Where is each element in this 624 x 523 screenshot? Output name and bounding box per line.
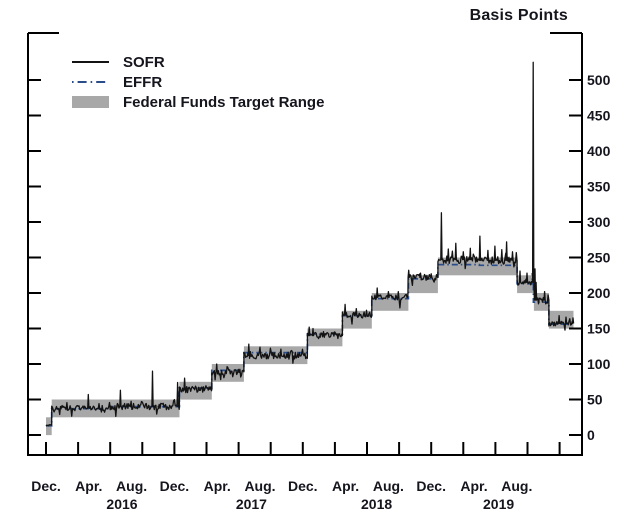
x-month-label: Aug. (501, 478, 532, 494)
x-month-label: Dec. (288, 478, 318, 494)
sofr-swatch-wrap (72, 61, 110, 63)
legend-row-sofr: SOFR (72, 52, 324, 72)
legend-label-sofr: SOFR (123, 53, 165, 71)
sofr-line-swatch (72, 61, 109, 63)
y-axis-unit-title: Basis Points (469, 7, 568, 24)
x-month-label: Apr. (332, 478, 359, 494)
x-year-label: 2017 (236, 496, 267, 512)
x-month-label: Aug. (373, 478, 404, 494)
target-range-swatch (72, 96, 109, 108)
x-month-label: Apr. (460, 478, 487, 494)
target-range-band (517, 275, 534, 294)
x-month-label: Dec. (160, 478, 190, 494)
legend: SOFR EFFR Federal Funds Target Range (72, 52, 324, 112)
target-range-band (437, 257, 518, 276)
y-tick-label: 500 (587, 72, 611, 88)
axis-frame (27, 33, 583, 456)
sofr-line (45, 61, 575, 427)
x-year-label: 2016 (106, 496, 137, 512)
x-month-label: Dec. (416, 478, 446, 494)
x-month-label: Dec. (31, 478, 61, 494)
target-range-band (179, 381, 212, 400)
y-tick-label: 150 (587, 321, 611, 337)
legend-row-effr: EFFR (72, 72, 324, 92)
legend-label-effr: EFFR (123, 73, 163, 91)
effr-dashdot-swatch (72, 81, 109, 83)
x-month-label: Aug. (116, 478, 147, 494)
y-tick-label: 100 (587, 356, 611, 372)
x-month-label: Apr. (204, 478, 231, 494)
y-tick-label: 0 (587, 427, 595, 443)
y-tick-label: 300 (587, 214, 611, 230)
y-tick-label: 450 (587, 108, 611, 124)
y-tick-label: 50 (587, 392, 603, 408)
x-year-label: 2019 (483, 496, 514, 512)
effr-swatch-wrap (72, 79, 110, 85)
x-month-label: Apr. (75, 478, 102, 494)
x-month-label: Aug. (244, 478, 275, 494)
y-tick-label: 400 (587, 143, 611, 159)
y-tick-label: 250 (587, 250, 611, 266)
range-swatch-wrap (72, 96, 110, 108)
legend-label-target-range: Federal Funds Target Range (123, 93, 325, 111)
legend-row-target-range: Federal Funds Target Range (72, 92, 324, 112)
y-tick-label: 200 (587, 285, 611, 301)
y-tick-label: 350 (587, 179, 611, 195)
x-year-label: 2018 (361, 496, 392, 512)
target-range-band (408, 275, 438, 294)
